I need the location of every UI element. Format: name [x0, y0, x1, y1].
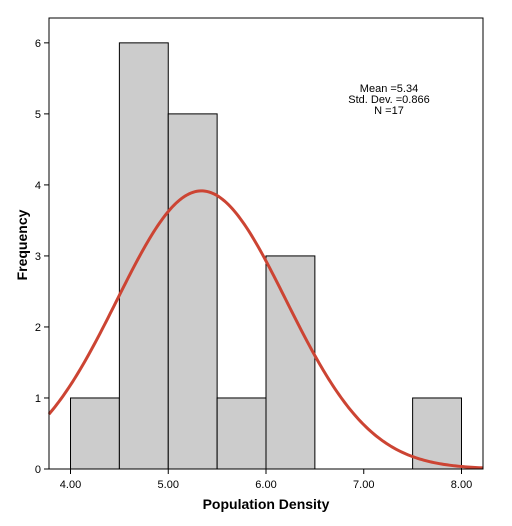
- stats-mean: Mean =5.34: [360, 83, 418, 95]
- x-tick-label: 5.00: [158, 479, 179, 491]
- histogram-bar-1: [118, 42, 169, 470]
- x-axis-ticks: 4.00 5.00 6.00 7.00 8.00: [60, 469, 472, 491]
- y-tick-label: 0: [35, 464, 41, 476]
- x-tick-label: 8.00: [451, 479, 472, 491]
- histogram-bar-2: [167, 113, 218, 470]
- bars-group: [70, 42, 462, 470]
- x-tick-label: 7.00: [353, 479, 374, 491]
- stats-n: N =17: [374, 105, 404, 117]
- histogram-bar-0: [70, 397, 120, 470]
- stats-std-dev: Std. Dev. =0.866: [348, 94, 429, 106]
- y-tick-label: 5: [35, 109, 41, 121]
- normal-curve: [47, 189, 484, 470]
- x-axis-title: Population Density: [203, 496, 330, 512]
- y-axis-title: Frequency: [14, 209, 30, 280]
- y-tick-label: 4: [35, 180, 41, 192]
- histogram-bar-4: [265, 255, 316, 470]
- histogram-bar-3: [216, 397, 267, 470]
- stats-box: Mean =5.34 Std. Dev. =0.866 N =17: [348, 83, 429, 117]
- x-tick-label: 4.00: [60, 479, 81, 491]
- y-axis-ticks: 0 1 2 3 4 5 6: [35, 38, 49, 476]
- y-tick-label: 6: [35, 38, 41, 50]
- y-tick-label: 1: [35, 393, 41, 405]
- x-tick-label: 6.00: [255, 479, 276, 491]
- histogram-bar-7: [412, 397, 462, 470]
- y-tick-label: 3: [35, 251, 41, 263]
- y-tick-label: 2: [35, 322, 41, 334]
